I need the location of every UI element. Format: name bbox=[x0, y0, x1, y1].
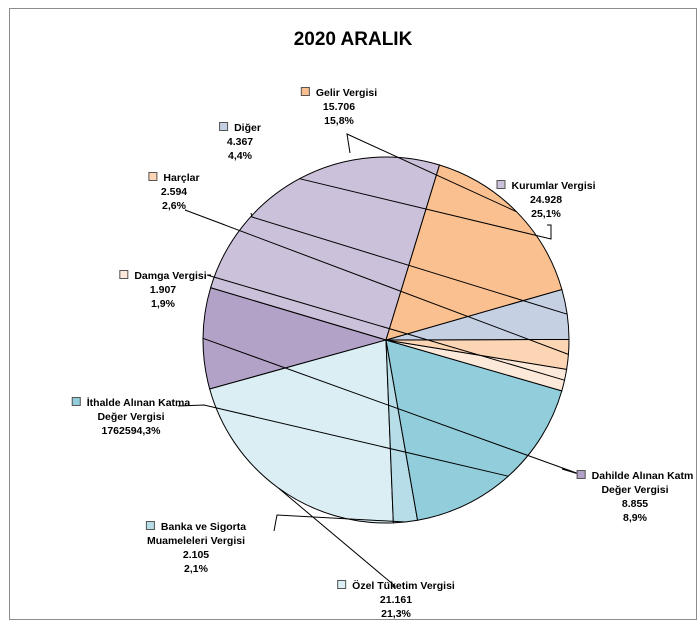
slice-label: Damga Vergisi 1.907 1,9% bbox=[119, 269, 207, 311]
slice-name-text: Değer Vergisi bbox=[97, 411, 165, 423]
slice-label: Kurumlar Vergisi 24.928 25,1% bbox=[496, 179, 596, 221]
slice-name-text: Diğer bbox=[234, 122, 261, 134]
slice-percent: 25,1% bbox=[531, 208, 561, 220]
legend-swatch bbox=[71, 397, 81, 406]
leader-line bbox=[250, 212, 568, 315]
slice-percent: 15,8% bbox=[324, 115, 354, 127]
slice-label: İthalde Alınan Katma Değer Vergisi 1762594… bbox=[71, 396, 191, 438]
slice-name: İthalde Alınan Katma bbox=[71, 396, 191, 410]
leader-line bbox=[184, 209, 569, 355]
slice-value: 2.594 bbox=[160, 186, 188, 198]
slice-label: Özel Tüketim Vergisi 21.161 21,3% bbox=[337, 579, 455, 620]
leader-line bbox=[299, 178, 552, 240]
legend-swatch bbox=[219, 122, 229, 131]
slice-name: Muameleleri Vergisi bbox=[146, 534, 246, 548]
slice-name: Harçlar bbox=[148, 171, 200, 185]
slice-name: Özel Tüketim Vergisi bbox=[337, 579, 455, 593]
slice-name-text: Kurumlar Vergisi bbox=[511, 180, 596, 192]
leader-line bbox=[273, 514, 406, 532]
slice-percent: 2,6% bbox=[162, 200, 186, 212]
slice-name: Damga Vergisi bbox=[119, 269, 207, 283]
slice-name-text: Harçlar bbox=[163, 172, 200, 184]
legend-swatch bbox=[337, 580, 347, 589]
slice-value: 24.928 bbox=[529, 194, 563, 206]
slice-name: Banka ve Sigorta bbox=[145, 520, 247, 534]
slice-name: Değer Vergisi bbox=[577, 483, 694, 497]
slice-label: Gelir Vergisi 15.706 15,8% bbox=[300, 86, 378, 128]
slice-value: 1.907 bbox=[149, 284, 177, 296]
slice-percent: 4,4% bbox=[228, 150, 252, 162]
legend-swatch bbox=[300, 87, 310, 96]
legend-swatch bbox=[496, 180, 506, 189]
legend-swatch bbox=[119, 270, 129, 279]
slice-name-text: Dahilde Alınan Katm bbox=[591, 470, 694, 482]
slice-percent: 2,1% bbox=[184, 563, 208, 575]
slice-name: Kurumlar Vergisi bbox=[496, 179, 596, 193]
slice-name-text: Gelir Vergisi bbox=[315, 87, 378, 99]
slice-percent: 1,9% bbox=[151, 298, 175, 310]
slice-name: Diğer bbox=[219, 121, 261, 135]
slice-value: 4.367 bbox=[226, 136, 254, 148]
slice-name-text: Özel Tüketim Vergisi bbox=[352, 580, 455, 592]
slice-name-text: Muameleleri Vergisi bbox=[146, 535, 246, 547]
leader-line bbox=[177, 404, 509, 477]
slice-name-text: Banka ve Sigorta bbox=[160, 521, 247, 533]
leader-line bbox=[206, 274, 565, 381]
pie-chart bbox=[177, 133, 583, 589]
chart-area: 2020 ARALIK Kurumlar Vergisi 24.928 25,1% D… bbox=[9, 8, 697, 620]
slice-percent: 21,3% bbox=[381, 608, 411, 620]
slice-label: Banka ve Sigorta Muameleleri Vergisi 2.105… bbox=[145, 520, 247, 576]
slice-name: Dahilde Alınan Katm bbox=[576, 469, 694, 483]
slice-value: 8.855 bbox=[621, 498, 649, 510]
legend-swatch bbox=[576, 470, 586, 479]
legend-swatch bbox=[145, 521, 155, 530]
slice-name-text: Değer Vergisi bbox=[601, 484, 669, 496]
slice-name: Gelir Vergisi bbox=[300, 86, 378, 100]
slice-value: 2.105 bbox=[182, 549, 210, 561]
legend-swatch bbox=[148, 172, 158, 181]
slice-percent: 8,9% bbox=[623, 512, 647, 524]
leader-line bbox=[277, 487, 396, 589]
slice-label: Dahilde Alınan Katm Değer Vergisi 8.855 8,9… bbox=[576, 469, 694, 525]
slice-value: 15.706 bbox=[322, 101, 356, 113]
leader-line bbox=[346, 133, 517, 213]
slice-label: Harçlar 2.594 2,6% bbox=[148, 171, 200, 213]
slice-name-text: İthalde Alınan Katma bbox=[86, 397, 191, 409]
slice-name: Değer Vergisi bbox=[72, 410, 190, 424]
slice-name-text: Damga Vergisi bbox=[134, 270, 207, 282]
slice-value: 1762594,3% bbox=[101, 425, 161, 437]
slice-value: 21.161 bbox=[379, 594, 413, 606]
chart-title: 2020 ARALIK bbox=[293, 29, 413, 50]
slice-label: Diğer 4.367 4,4% bbox=[219, 121, 261, 163]
